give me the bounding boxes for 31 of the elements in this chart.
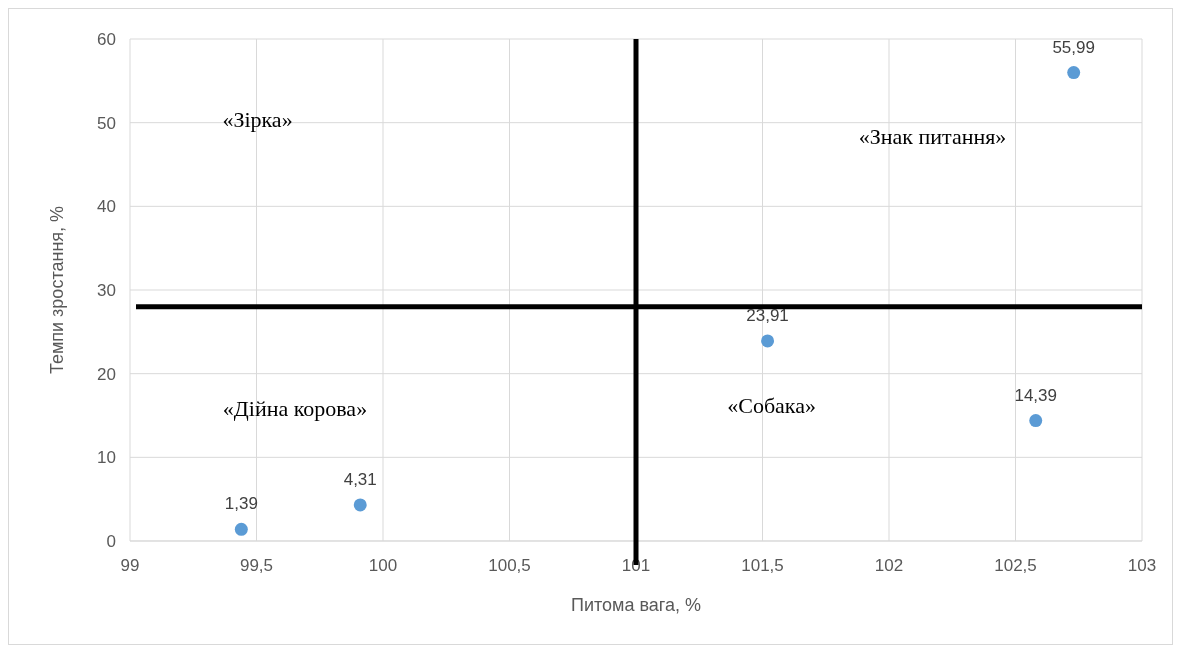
x-tick-label: 101,5 — [741, 556, 784, 575]
x-axis-title: Питома вага, % — [571, 595, 701, 615]
data-label: 4,31 — [343, 469, 377, 489]
x-tick-label: 99,5 — [239, 556, 274, 575]
y-tick-label: 50 — [97, 113, 116, 133]
data-label: 23,91 — [746, 305, 789, 325]
x-tick-label: 100,5 — [488, 556, 531, 575]
data-label: 1,39 — [224, 494, 258, 514]
y-tick-label: 30 — [97, 281, 116, 300]
x-tick-label: 102,5 — [994, 556, 1037, 575]
annotation: «Дійна корова» — [222, 395, 368, 421]
x-tick-label: 100 — [368, 556, 398, 575]
point — [353, 498, 367, 512]
point — [234, 522, 248, 536]
y-tick-label: 10 — [97, 448, 116, 468]
y-tick-label: 60 — [97, 30, 116, 49]
x-tick-label: 99 — [120, 556, 140, 575]
annotation: «Зірка» — [222, 107, 293, 133]
point — [761, 334, 775, 348]
y-tick-label: 20 — [97, 364, 116, 384]
y-axis-title: Темпи зростання, % — [47, 205, 67, 375]
annotation: «Знак питання» — [858, 124, 1007, 150]
point — [1067, 66, 1081, 80]
annotation: «Собака» — [727, 392, 816, 418]
y-tick-label: 0 — [106, 532, 116, 551]
x-tick-label: 102 — [874, 556, 904, 575]
point — [1029, 414, 1043, 428]
y-tick-label: 40 — [97, 197, 116, 217]
data-label: 55,99 — [1052, 37, 1095, 57]
x-tick-label: 103 — [1127, 556, 1157, 575]
data-label: 14,39 — [1014, 385, 1058, 405]
